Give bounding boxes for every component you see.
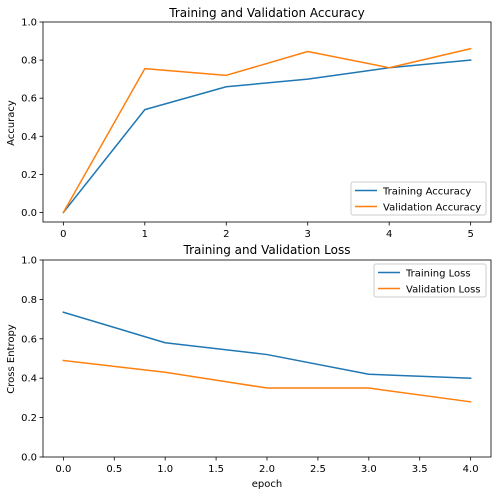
loss-axes: Training and Validation Loss Cross Entro… xyxy=(6,243,492,490)
accuracy-x-tick-label: 3 xyxy=(305,229,311,240)
loss-axes-frame xyxy=(42,259,492,458)
legend-label-training-accuracy: Training Accuracy xyxy=(382,187,471,198)
loss-x-tick-label: 0.0 xyxy=(55,464,71,475)
accuracy-axes: Training and Validation Accuracy Accurac… xyxy=(6,6,492,241)
loss-series-lines xyxy=(62,311,472,403)
accuracy-y-tick-label: 1.0 xyxy=(21,18,37,29)
loss-y-tick-label: 0.0 xyxy=(21,453,37,464)
accuracy-y-tick-label: 0.4 xyxy=(21,132,37,143)
loss-y-tick-label: 1.0 xyxy=(21,256,37,267)
accuracy-x-tick-label: 1 xyxy=(142,229,148,240)
accuracy-legend: Training Accuracy Validation Accuracy xyxy=(350,181,487,216)
accuracy-axes-frame xyxy=(42,21,492,223)
series-line-training-accuracy xyxy=(62,59,472,214)
loss-x-tick-label: 2.5 xyxy=(310,464,326,475)
loss-y-tick-label: 0.4 xyxy=(21,374,37,385)
accuracy-x-tick-label: 4 xyxy=(386,229,392,240)
accuracy-chart-title: Training and Validation Accuracy xyxy=(168,6,364,20)
accuracy-x-tick-label: 5 xyxy=(467,229,473,240)
accuracy-y-axis-label: Accuracy xyxy=(6,100,17,146)
loss-ticks: 0.0 0.5 1.0 1.5 2.0 2.5 3.0 3.5 4.0 0.0 0.2 0.4 0.6 0… xyxy=(21,256,478,476)
loss-y-tick-label: 0.8 xyxy=(21,295,37,306)
loss-x-tick-label: 1.0 xyxy=(157,464,173,475)
loss-x-tick-label: 4.0 xyxy=(463,464,479,475)
legend-label-validation-loss: Validation Loss xyxy=(406,285,481,296)
loss-x-tick-label: 3.5 xyxy=(412,464,428,475)
series-line-validation-accuracy xyxy=(62,47,472,214)
loss-x-tick-label: 1.5 xyxy=(208,464,224,475)
loss-x-tick-label: 2.0 xyxy=(259,464,275,475)
legend-label-validation-accuracy: Validation Accuracy xyxy=(383,203,481,214)
accuracy-y-tick-label: 0.8 xyxy=(21,56,37,67)
loss-chart-title: Training and Validation Loss xyxy=(183,243,351,257)
accuracy-x-tick-label: 0 xyxy=(60,229,66,240)
accuracy-y-tick-label: 0.6 xyxy=(21,94,37,105)
loss-y-tick-label: 0.6 xyxy=(21,334,37,345)
legend-label-training-loss: Training Loss xyxy=(405,269,471,280)
loss-legend: Training Loss Validation Loss xyxy=(373,263,487,298)
loss-x-axis-label: epoch xyxy=(252,479,282,490)
accuracy-x-tick-label: 2 xyxy=(223,229,229,240)
loss-legend-box xyxy=(373,263,487,298)
accuracy-y-tick-label: 0.0 xyxy=(21,208,37,219)
accuracy-y-tick-label: 0.2 xyxy=(21,170,37,181)
loss-x-tick-label: 3.0 xyxy=(361,464,377,475)
accuracy-legend-box xyxy=(350,181,487,216)
loss-y-axis-label: Cross Entropy xyxy=(6,324,17,394)
accuracy-ticks: 0 1 2 3 4 5 0.0 0.2 0.4 0.6 0.8 1.0 xyxy=(21,18,474,241)
series-line-validation-loss xyxy=(62,359,472,403)
loss-x-tick-label: 0.5 xyxy=(106,464,122,475)
accuracy-series-lines xyxy=(62,47,472,214)
loss-y-tick-label: 0.2 xyxy=(21,413,37,424)
